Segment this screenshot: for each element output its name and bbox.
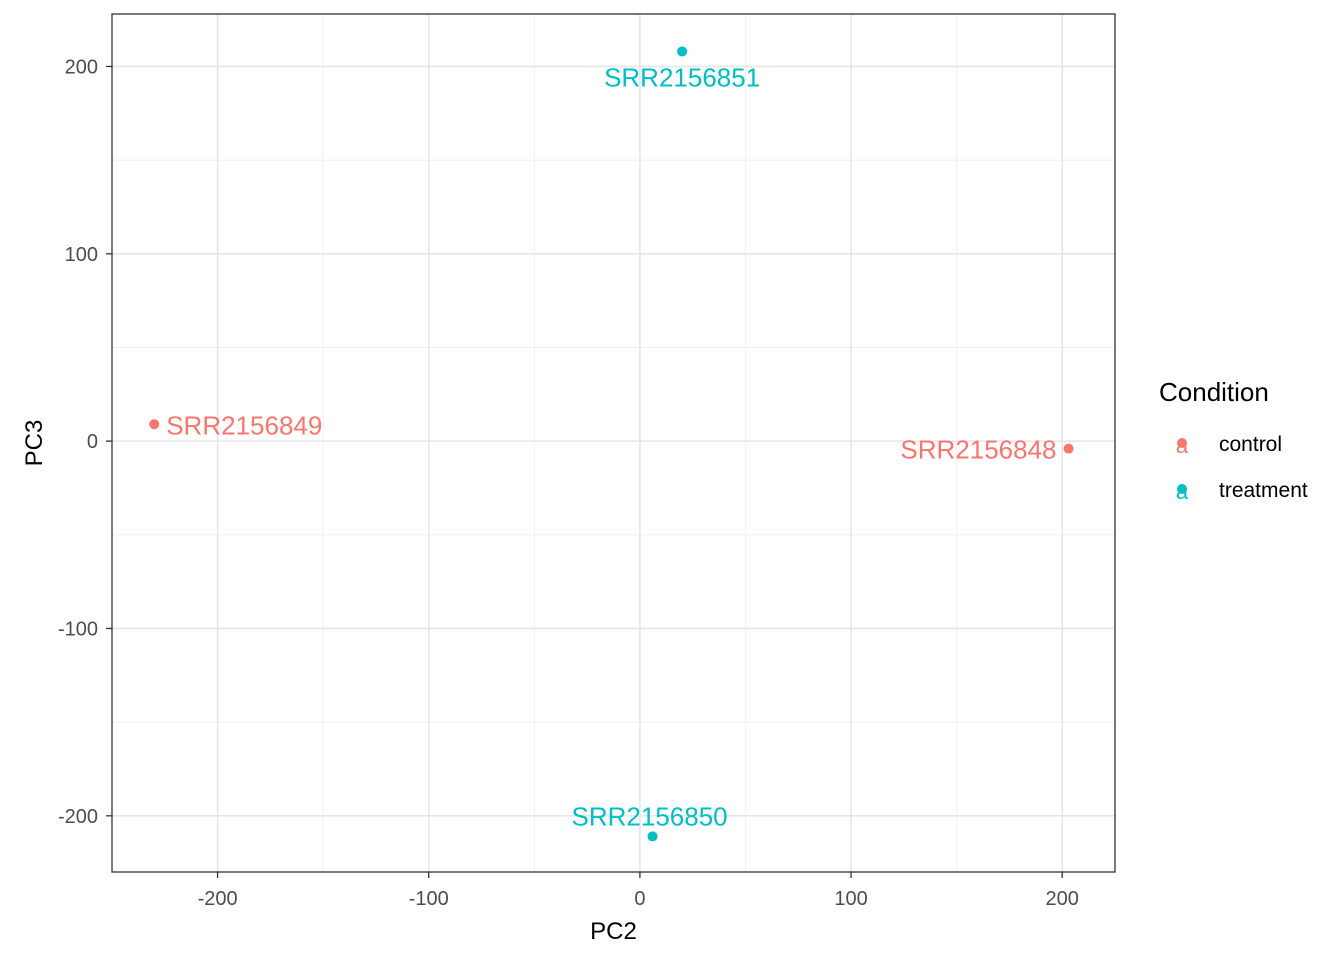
- legend-key-glyph: a: [1176, 433, 1189, 458]
- x-axis-title: PC2: [590, 918, 637, 945]
- y-tick-label: 100: [65, 244, 98, 266]
- y-tick-label: -200: [58, 806, 98, 828]
- legend-items: a control a treatment: [1176, 433, 1308, 504]
- legend-label: treatment: [1219, 479, 1308, 502]
- x-tick-label: 200: [1046, 888, 1079, 910]
- data-point: [677, 46, 688, 57]
- y-tick-label: 0: [87, 431, 98, 453]
- legend-key-point: [1177, 484, 1187, 494]
- point-label: SRR2156850: [572, 801, 728, 831]
- legend-key-glyph: a: [1176, 479, 1189, 504]
- grid-major: [112, 14, 1115, 872]
- point-label: SRR2156848: [900, 435, 1056, 465]
- x-tick-label: 0: [634, 888, 645, 910]
- legend: Condition a control a treatment: [1159, 377, 1308, 504]
- y-axis: -200 -100 0 100 200: [58, 56, 112, 828]
- legend-title: Condition: [1159, 377, 1269, 407]
- point-label: SRR2156851: [604, 62, 760, 92]
- x-tick-label: 100: [834, 888, 867, 910]
- data-point: [149, 419, 160, 430]
- data-point: [647, 831, 658, 842]
- point-label: SRR2156849: [166, 410, 322, 440]
- legend-item: a treatment: [1176, 479, 1308, 504]
- x-axis: -200 -100 0 100 200: [198, 872, 1079, 910]
- grid-minor: [112, 14, 1115, 872]
- data-point: [1063, 443, 1074, 454]
- legend-label: control: [1219, 433, 1282, 456]
- panel-border: [111, 13, 1116, 873]
- x-tick-label: -100: [409, 888, 449, 910]
- legend-item: a control: [1176, 433, 1282, 458]
- x-tick-label: -200: [198, 888, 238, 910]
- y-tick-label: 200: [65, 56, 98, 78]
- data-points: SRR2156849 SRR2156848 SRR2156851 SRR2156850: [149, 46, 1074, 842]
- y-tick-label: -100: [58, 618, 98, 640]
- y-axis-title: PC3: [21, 420, 48, 467]
- legend-key-point: [1177, 438, 1187, 448]
